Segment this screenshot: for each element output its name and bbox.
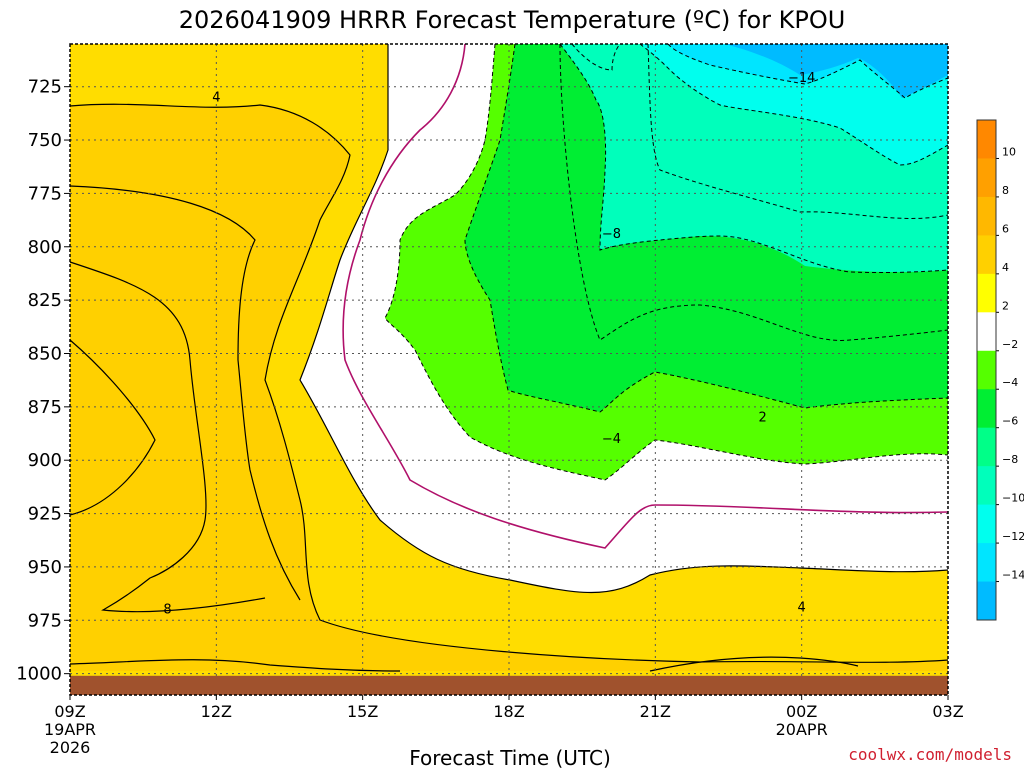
colorbar-swatch [977, 158, 996, 197]
colorbar-label: 6 [1002, 222, 1009, 235]
colorbar-swatch [977, 389, 996, 428]
y-tick-label: 875 [28, 397, 62, 418]
y-tick-label: 825 [28, 290, 62, 311]
contour-label: 8 [163, 603, 171, 618]
contour-label: 4 [212, 90, 220, 105]
y-tick-label: 775 [28, 183, 62, 204]
colorbar-swatch [977, 120, 996, 159]
chart-canvas: 2026041909 HRRR Forecast Temperature (ºC… [0, 0, 1024, 768]
colorbar-label: −2 [1002, 338, 1018, 351]
source-credit[interactable]: coolwx.com/models [848, 745, 1012, 764]
y-axis: 725 750 775 800 825 850 875 900 925 950 975 1000 [16, 77, 70, 685]
y-tick-label: 725 [28, 77, 62, 98]
colorbar-label: 4 [1002, 261, 1009, 274]
colorbar: 10 8 6 4 2 −2 −4 −6 −8 −10 −12 −14 [977, 120, 1024, 621]
x-tick-date: 20APR [776, 720, 828, 739]
y-tick-label: 900 [28, 450, 62, 471]
contour-label: 2 [759, 411, 767, 426]
colorbar-label: −6 [1002, 415, 1018, 428]
y-tick-label: 975 [28, 610, 62, 631]
colorbar-swatch [977, 197, 996, 236]
x-tick-label: 12Z [201, 702, 232, 721]
x-axis-label: Forecast Time (UTC) [409, 746, 611, 768]
colorbar-label: 8 [1002, 184, 1009, 197]
colorbar-swatch [977, 274, 996, 313]
y-tick-label: 800 [28, 237, 62, 258]
x-tick-label: 09Z [54, 702, 85, 721]
colorbar-label: −10 [1002, 492, 1024, 505]
colorbar-label: −4 [1002, 376, 1018, 389]
colorbar-label: −12 [1002, 530, 1024, 543]
x-tick-label: 00Z [786, 702, 817, 721]
plot-area: 4 8 −8 −4 2 4 −14 [70, 44, 948, 695]
x-tick-date: 19APR [44, 720, 96, 739]
contour-label: −8 [602, 227, 621, 242]
colorbar-swatch [977, 543, 996, 582]
colorbar-swatch [977, 235, 996, 274]
x-tick-label: 21Z [640, 702, 671, 721]
contour-label: 4 [798, 600, 806, 615]
colorbar-label: −8 [1002, 453, 1018, 466]
x-tick-label: 15Z [347, 702, 378, 721]
contour-label: −4 [602, 432, 621, 447]
contour-label: −14 [788, 71, 815, 86]
y-tick-label: 1000 [16, 664, 62, 685]
ground-below-surface [70, 676, 948, 695]
y-tick-label: 925 [28, 504, 62, 525]
x-tick-year: 2026 [50, 738, 91, 757]
y-tick-label: 950 [28, 557, 62, 578]
colorbar-swatch [977, 351, 996, 390]
colorbar-swatch [977, 505, 996, 544]
colorbar-swatch [977, 582, 996, 621]
colorbar-label: 2 [1002, 299, 1009, 312]
x-tick-label: 18Z [493, 702, 524, 721]
colorbar-label: 10 [1002, 145, 1016, 158]
chart-title: 2026041909 HRRR Forecast Temperature (ºC… [179, 6, 846, 34]
colorbar-label: −14 [1002, 569, 1024, 582]
colorbar-swatch [977, 428, 996, 467]
y-tick-label: 750 [28, 130, 62, 151]
colorbar-swatch [977, 466, 996, 505]
x-tick-label: 03Z [932, 702, 963, 721]
y-tick-label: 850 [28, 343, 62, 364]
colorbar-swatch [977, 312, 996, 351]
